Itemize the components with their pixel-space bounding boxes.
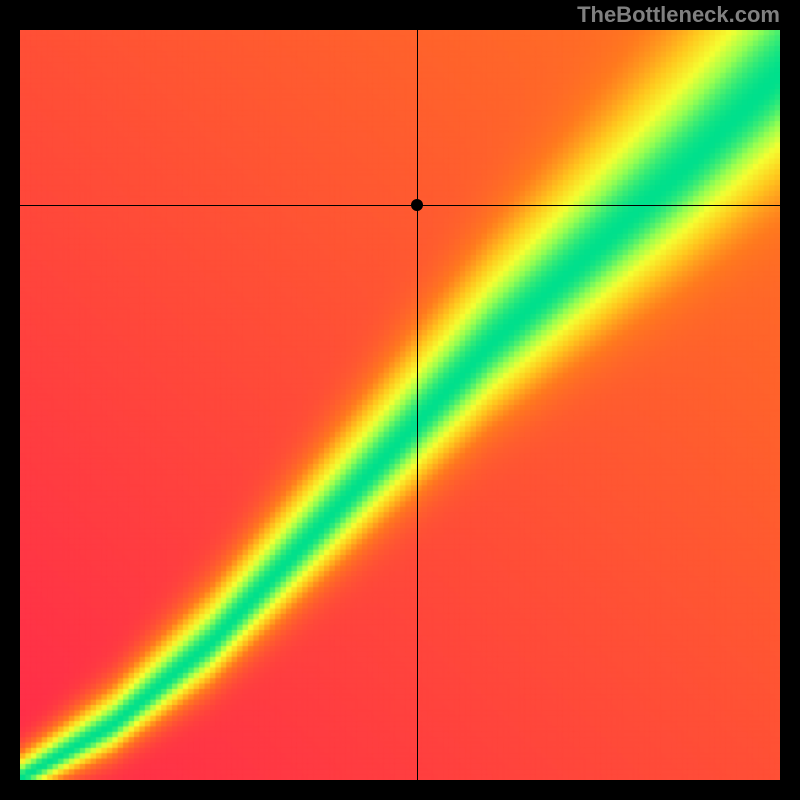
watermark: TheBottleneck.com bbox=[577, 2, 780, 28]
marker-dot bbox=[411, 199, 423, 211]
crosshair-vertical bbox=[417, 30, 418, 780]
heatmap-canvas bbox=[20, 30, 780, 780]
heatmap-plot bbox=[20, 30, 780, 780]
crosshair-horizontal bbox=[20, 205, 780, 206]
